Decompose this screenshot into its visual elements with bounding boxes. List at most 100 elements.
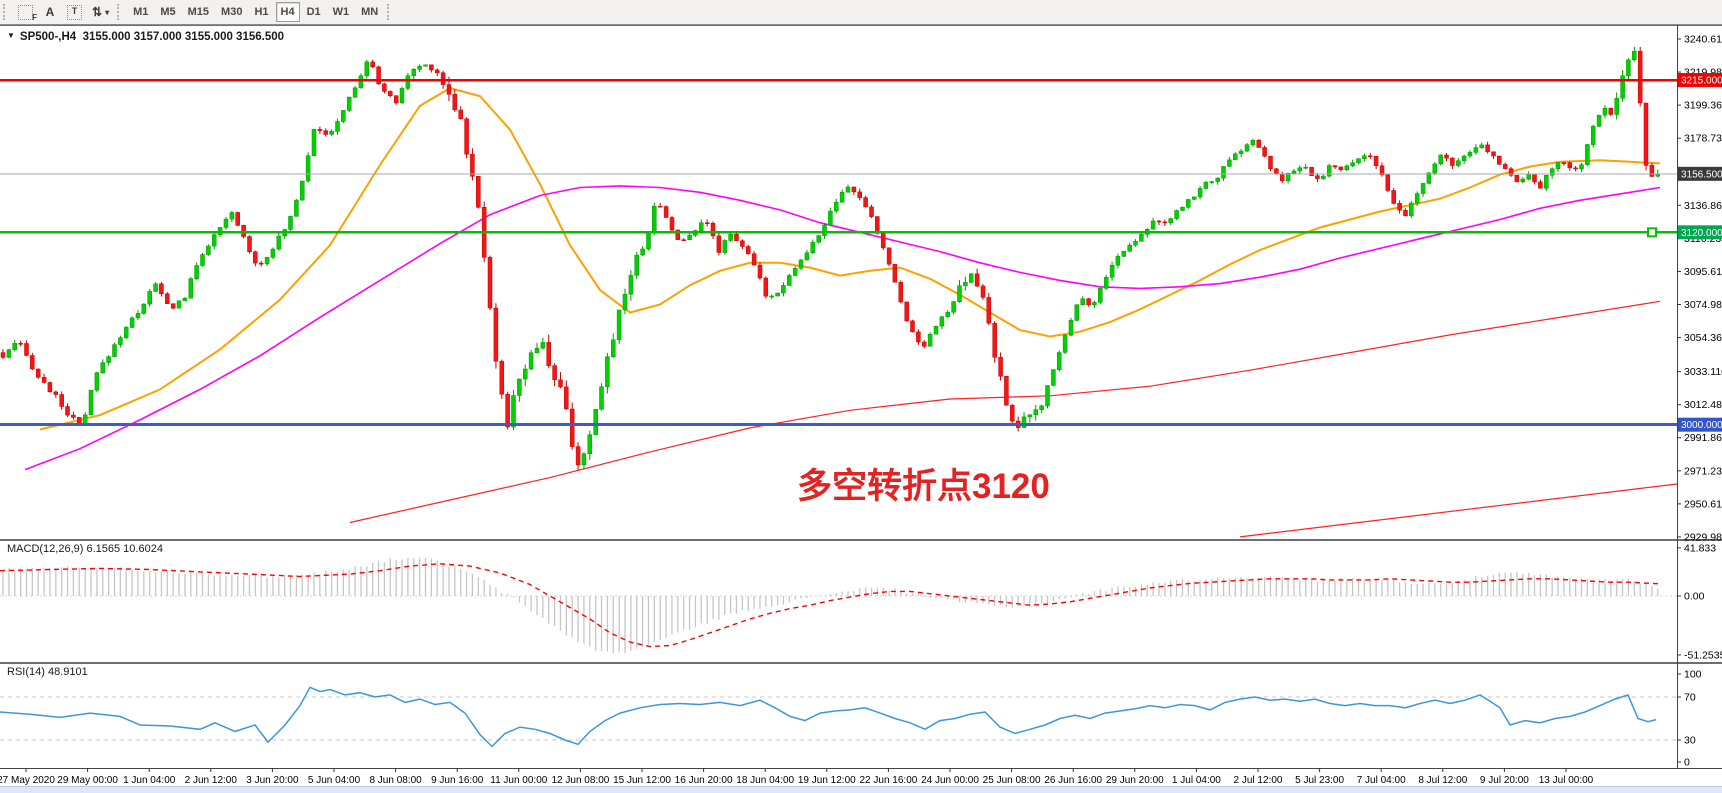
toolbar-grip[interactable] [387,4,394,20]
time-tick-label: 1 Jun 04:00 [123,775,176,786]
price-tick-label: 3178.735 [1684,133,1722,145]
time-tick-label: 13 Jul 00:00 [1539,775,1594,786]
chart-canvas[interactable]: 3240.6103219.9853199.3603178.7353136.860… [0,25,1722,786]
time-tick-label: 5 Jul 23:00 [1295,775,1344,786]
ma-mid-magenta-line [24,185,1661,471]
chart-annotation-text: 多空转折点3120 [797,467,1050,506]
time-tick-label: 29 Jun 20:00 [1106,775,1164,786]
time-tick-label: 9 Jul 20:00 [1480,775,1529,786]
time-tick-label: 26 Jun 16:00 [1044,775,1102,786]
dropdown-caret-icon[interactable]: ▾ [105,7,110,17]
candles-layer [0,46,1661,471]
time-tick-label: 25 Jun 08:00 [983,775,1041,786]
macd-axis-label: 41.833 [1684,542,1716,554]
price-tick-label: 2971.235 [1684,465,1722,477]
arrows-tool-button[interactable]: ⇅ ▾ [92,5,110,19]
price-tick-label: 3199.360 [1684,100,1722,112]
macd-signal-line [0,563,1661,648]
chart-dropdown-icon[interactable]: ▼ [7,31,15,40]
price-badge [1678,166,1722,181]
timeframe-m1-button[interactable]: M1 [133,6,149,18]
price-badge-label: 3215.000 [1681,76,1722,87]
timeframe-m15-button[interactable]: M15 [187,6,210,18]
time-tick-label: 8 Jul 12:00 [1418,775,1467,786]
price-tick-label: 3012.485 [1684,399,1722,411]
toolbar-grip[interactable] [3,4,10,20]
time-tick-label: 9 Jun 16:00 [431,775,484,786]
time-axis-border [0,768,1722,769]
time-tick-label: 24 Jun 00:00 [921,775,979,786]
rsi-line [0,686,1657,748]
rsi-axis-label: 30 [1684,735,1696,747]
time-tick-label: 7 Jul 04:00 [1357,775,1406,786]
price-badge [1678,417,1722,432]
price-tick-label: 2929.985 [1684,531,1722,543]
time-tick-label: 12 Jun 08:00 [551,775,609,786]
time-tick-label: 1 Jul 04:00 [1172,775,1221,786]
price-badge-label: 3000.000 [1681,420,1722,431]
time-tick-label: 2 Jun 12:00 [185,775,238,786]
price-tick-label: 3240.610 [1684,34,1722,46]
hline-handle[interactable] [1647,227,1657,238]
timeframe-group: M1 M5 M15 M30 H1 H4 D1 W1 MN [127,2,384,22]
price-axis: 3240.6103219.9853199.3603178.7353136.860… [1677,34,1722,769]
main-price-pane [0,46,1677,538]
time-tick-label: 11 Jun 00:00 [490,775,548,786]
macd-axis-label: -51.2535 [1684,649,1722,661]
ohlc-readout: 3155.000 3157.000 3155.000 3156.500 [82,31,285,43]
text-label-tool-button[interactable]: A [45,5,55,19]
text-box-tool-icon: T [67,4,82,20]
time-tick-label: 27 May 2020 [0,775,55,786]
macd-axis-label: 0.00 [1684,591,1705,603]
price-badge-label: 3120.000 [1681,228,1722,239]
time-tick-label: 18 Jun 04:00 [736,775,794,786]
price-badge [1678,225,1722,240]
time-tick-label: 22 Jun 16:00 [859,775,917,786]
price-tick-label: 3095.610 [1684,266,1722,278]
macd-indicator-label: MACD(12,26,9) 6.1565 10.6024 [7,543,163,555]
time-tick-label: 16 Jun 20:00 [675,775,733,786]
rsi-pane [0,686,1677,748]
fibo-grid-tool-button[interactable]: F [14,2,37,22]
rsi-axis-label: 100 [1684,669,1702,681]
pane-separator[interactable] [0,662,1722,664]
time-tick-label: 3 Jun 20:00 [246,775,299,786]
price-tick-label: 2950.610 [1684,498,1722,510]
price-badge-label: 3156.500 [1681,169,1722,180]
timeframe-mn-button[interactable]: MN [361,6,379,18]
timeframe-m30-button[interactable]: M30 [221,6,243,18]
time-axis: 27 May 2020 29 May 00:00 1 Jun 04:00 2 Jun … [0,768,1594,786]
ma-fast-orange-line [39,87,1661,431]
chart-title[interactable]: ▼ SP500-,H4 3155.000 3157.000 3155.000 31… [7,31,284,43]
toolbar: F A T ⇅ ▾ M1 M5 M15 M30 H1 H4 D1 W1 MN [0,0,1722,25]
drawing-tools-group: F A T ⇅ ▾ [13,2,114,22]
pane-separator[interactable] [0,539,1722,541]
toolbar-grip[interactable] [117,4,124,20]
status-bar [0,786,1722,793]
timeframe-m5-button[interactable]: M5 [160,6,176,18]
rsi-axis-label: 70 [1684,692,1696,704]
trendline-red-line [1239,483,1677,538]
timeframe-w1-button[interactable]: W1 [332,6,350,18]
time-tick-label: 8 Jun 08:00 [369,775,422,786]
rsi-indicator-label: RSI(14) 48.9101 [7,666,88,678]
time-tick-label: 29 May 00:00 [57,775,118,786]
ma-slow-red-line [349,300,1661,524]
price-tick-label: 2991.860 [1684,432,1722,444]
time-tick-label: 19 Jun 12:00 [798,775,856,786]
chart-top-border [0,25,1722,26]
price-tick-label: 3074.985 [1684,299,1722,311]
fibo-grid-tool-icon: F [18,4,37,22]
price-tick-label: 3136.860 [1684,200,1722,212]
time-tick-label: 5 Jun 04:00 [308,775,361,786]
rsi-axis-label: 0 [1684,757,1690,769]
symbol-period: SP500-,H4 [19,31,77,43]
timeframe-d1-button[interactable]: D1 [306,6,321,18]
time-tick-label: 2 Jul 12:00 [1234,775,1283,786]
price-tick-label: 3054.360 [1684,332,1722,344]
timeframe-h1-button[interactable]: H1 [254,6,269,18]
timeframe-h4-button[interactable]: H4 [275,2,300,22]
text-box-tool-button[interactable]: T [63,2,86,22]
time-tick-label: 15 Jun 12:00 [613,775,671,786]
